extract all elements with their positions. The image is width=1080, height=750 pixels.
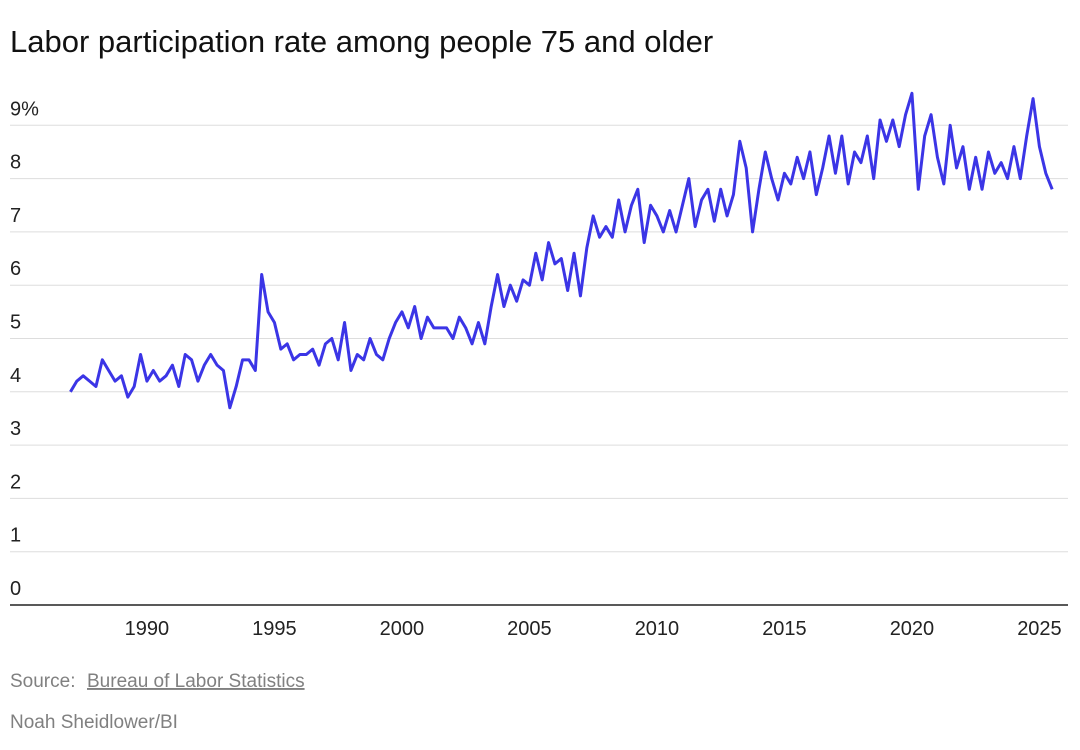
x-tick-label: 2015 xyxy=(762,618,807,640)
y-tick-label: 9% xyxy=(10,98,39,120)
source-link[interactable]: Bureau of Labor Statistics xyxy=(87,671,305,692)
source-label: Source: xyxy=(10,671,75,692)
y-tick-label: 0 xyxy=(10,578,21,600)
x-tick-label: 1990 xyxy=(125,618,170,640)
x-tick-label: 2025 xyxy=(1017,618,1062,640)
x-tick-label: 1995 xyxy=(252,618,297,640)
y-tick-label: 1 xyxy=(10,525,21,547)
y-tick-label: 8 xyxy=(10,152,21,174)
y-tick-label: 2 xyxy=(10,471,21,493)
chart-title: Labor participation rate among people 75… xyxy=(10,24,713,59)
x-tick-label: 2005 xyxy=(507,618,552,640)
y-tick-label: 6 xyxy=(10,258,21,280)
credit: Noah Sheidlower/BI xyxy=(10,712,178,733)
x-tick-label: 2020 xyxy=(890,618,935,640)
y-tick-label: 3 xyxy=(10,418,21,440)
x-tick-label: 2000 xyxy=(380,618,425,640)
y-tick-label: 5 xyxy=(10,312,21,334)
x-tick-label: 2010 xyxy=(635,618,680,640)
y-tick-label: 4 xyxy=(10,365,21,387)
line xyxy=(69,91,1054,410)
y-tick-label: 7 xyxy=(10,205,21,227)
